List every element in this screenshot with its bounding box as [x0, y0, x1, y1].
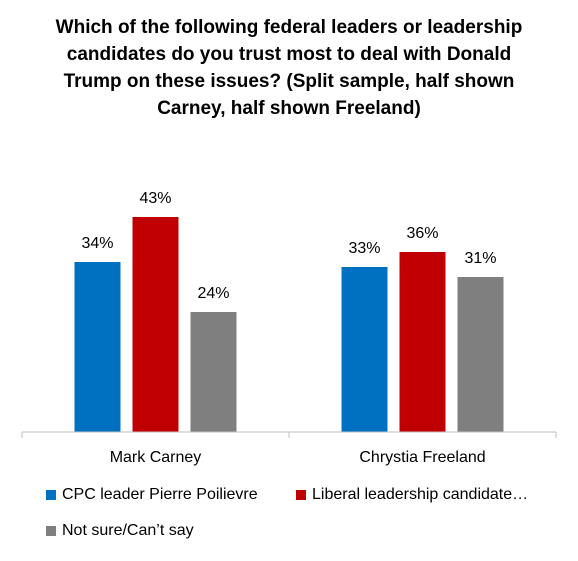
bar-chrystia-freeland-series-1 [399, 252, 446, 432]
x-axis-ticks [21, 432, 557, 438]
bar-mark-carney-series-0 [74, 262, 121, 432]
data-label-chrystia-freeland-series-1: 36% [406, 225, 438, 242]
bars-layer [74, 217, 504, 432]
data-label-chrystia-freeland-series-2: 31% [464, 250, 496, 267]
legend-item-cpc-leader: CPC leader Pierre Poilievre [46, 486, 258, 504]
bar-chrystia-freeland-series-0 [341, 267, 388, 432]
legend-swatch-liberal-candidate [296, 490, 306, 500]
legend-item-liberal-candidate: Liberal leadership candidate… [296, 486, 528, 504]
category-labels-layer: Mark Carney Chrystia Freeland [110, 449, 486, 466]
data-label-mark-carney-series-1: 43% [139, 190, 171, 207]
bar-chrystia-freeland-series-2 [457, 277, 504, 432]
legend-item-not-sure: Not sure/Can’t say [46, 522, 194, 540]
legend-label-liberal-candidate: Liberal leadership candidate… [312, 486, 529, 503]
category-label-mark-carney: Mark Carney [110, 449, 202, 466]
bar-mark-carney-series-2 [190, 312, 237, 432]
legend-label-not-sure: Not sure/Can’t say [62, 522, 194, 539]
chart-title: Which of the following federal leaders o… [55, 17, 523, 119]
category-label-chrystia-freeland: Chrystia Freeland [359, 449, 485, 466]
data-label-mark-carney-series-0: 34% [81, 235, 113, 252]
data-label-mark-carney-series-2: 24% [197, 285, 229, 302]
legend-swatch-not-sure [46, 526, 56, 536]
legend-swatch-cpc-leader [46, 490, 56, 500]
data-label-chrystia-freeland-series-0: 33% [348, 240, 380, 257]
legend-label-cpc-leader: CPC leader Pierre Poilievre [62, 486, 258, 503]
bar-mark-carney-series-1 [132, 217, 179, 432]
data-labels-layer: 34% 43% 24% 33% 36% 31% [81, 190, 496, 302]
